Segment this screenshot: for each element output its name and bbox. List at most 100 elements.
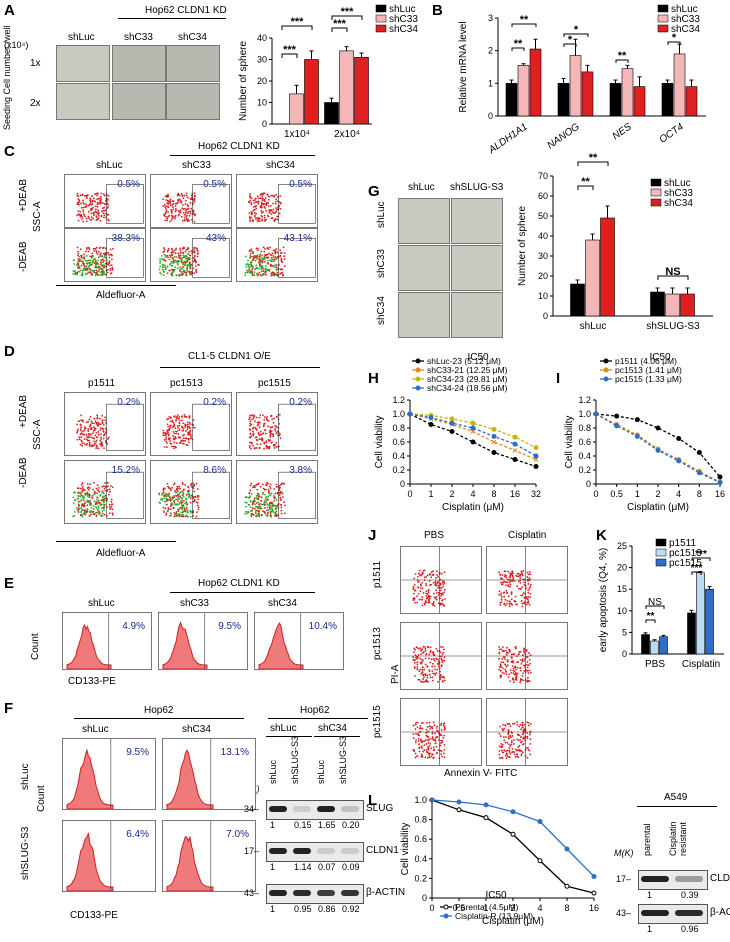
panel-c-col-1: shLuc — [96, 160, 123, 171]
data-point — [537, 819, 543, 825]
event-dot — [103, 497, 106, 500]
event-dot — [510, 743, 513, 746]
event-dot — [88, 487, 91, 489]
event-dot — [528, 669, 531, 672]
sphere-image — [451, 198, 503, 244]
event-dot — [174, 205, 177, 208]
event-dot — [186, 444, 189, 447]
event-dot — [178, 424, 181, 427]
event-dot — [526, 598, 529, 601]
panel-d-col-3: pc1515 — [258, 378, 291, 389]
event-dot — [85, 512, 87, 514]
flow-scatter — [244, 471, 316, 519]
event-dot — [104, 256, 107, 259]
band-quant: 1.65 — [318, 820, 336, 830]
event-dot — [511, 604, 514, 606]
event-dot — [187, 437, 190, 440]
event-dot — [195, 271, 198, 274]
data-point — [676, 458, 682, 464]
event-dot — [437, 658, 439, 661]
event-dot — [271, 194, 274, 197]
event-dot — [421, 596, 424, 599]
y-tick-label: 25 — [617, 541, 627, 551]
gate-percentage: 0.5% — [117, 179, 140, 190]
significance-label: * — [568, 34, 573, 46]
event-dot — [519, 573, 522, 576]
panel-a-unit: (x10⁴) — [4, 40, 29, 50]
event-dot — [500, 661, 503, 664]
event-dot — [83, 253, 85, 256]
panel-label-a: A — [4, 2, 15, 19]
event-dot — [244, 510, 247, 513]
event-dot — [111, 266, 114, 269]
event-dot — [269, 494, 272, 497]
event-dot — [87, 204, 90, 207]
event-dot — [196, 511, 198, 513]
event-dot — [506, 664, 509, 667]
event-dot — [514, 595, 517, 598]
legend-label: shLuc-23 (5.12 μM) — [427, 356, 501, 366]
event-dot — [178, 428, 181, 431]
blot-band — [269, 848, 287, 854]
event-dot — [423, 744, 426, 747]
significance-label: *** — [291, 16, 305, 28]
event-dot — [189, 433, 192, 435]
event-dot — [176, 262, 179, 265]
event-dot — [528, 658, 531, 661]
event-dot — [80, 269, 82, 272]
event-dot — [272, 260, 275, 263]
event-dot — [196, 247, 198, 250]
event-dot — [176, 504, 179, 506]
event-dot — [269, 426, 272, 429]
event-dot — [514, 678, 517, 681]
event-dot — [97, 510, 100, 513]
event-dot — [175, 515, 178, 518]
event-dot — [501, 646, 504, 649]
event-dot — [260, 193, 263, 196]
event-dot — [88, 271, 91, 273]
event-dot — [251, 507, 254, 509]
y-tick-label: 70 — [538, 171, 548, 181]
event-dot — [523, 584, 526, 586]
significance-label: * — [672, 32, 677, 44]
event-dot — [279, 483, 282, 486]
event-dot — [252, 433, 255, 436]
event-dot — [520, 754, 523, 757]
event-dot — [426, 593, 429, 595]
event-dot — [262, 270, 265, 272]
x-tick-label: 1 — [635, 489, 640, 499]
event-dot — [175, 209, 177, 212]
event-dot — [167, 195, 170, 198]
event-dot — [84, 427, 87, 430]
event-dot — [78, 201, 81, 203]
event-dot — [169, 262, 172, 265]
band-quant: 0.95 — [294, 904, 312, 914]
event-dot — [109, 505, 111, 508]
data-point — [456, 807, 462, 813]
event-dot — [92, 437, 94, 439]
event-dot — [84, 259, 87, 262]
event-dot — [96, 436, 99, 439]
event-dot — [193, 198, 196, 201]
event-dot — [267, 256, 270, 259]
event-dot — [526, 571, 529, 574]
event-dot — [168, 415, 171, 418]
event-dot — [189, 201, 192, 204]
event-dot — [264, 496, 267, 499]
event-dot — [84, 269, 87, 272]
y-tick-label: 0.8 — [578, 423, 591, 433]
event-dot — [99, 439, 102, 442]
event-dot — [258, 447, 261, 450]
event-dot — [511, 574, 514, 576]
event-dot — [249, 217, 251, 220]
event-dot — [172, 262, 174, 264]
event-dot — [181, 434, 184, 437]
event-dot — [95, 441, 97, 443]
event-dot — [501, 743, 504, 746]
event-dot — [443, 676, 446, 679]
y-axis-label: Cell viability — [564, 416, 575, 469]
event-dot — [526, 601, 529, 604]
event-dot — [263, 250, 266, 253]
event-dot — [253, 214, 256, 217]
event-dot — [253, 274, 256, 277]
